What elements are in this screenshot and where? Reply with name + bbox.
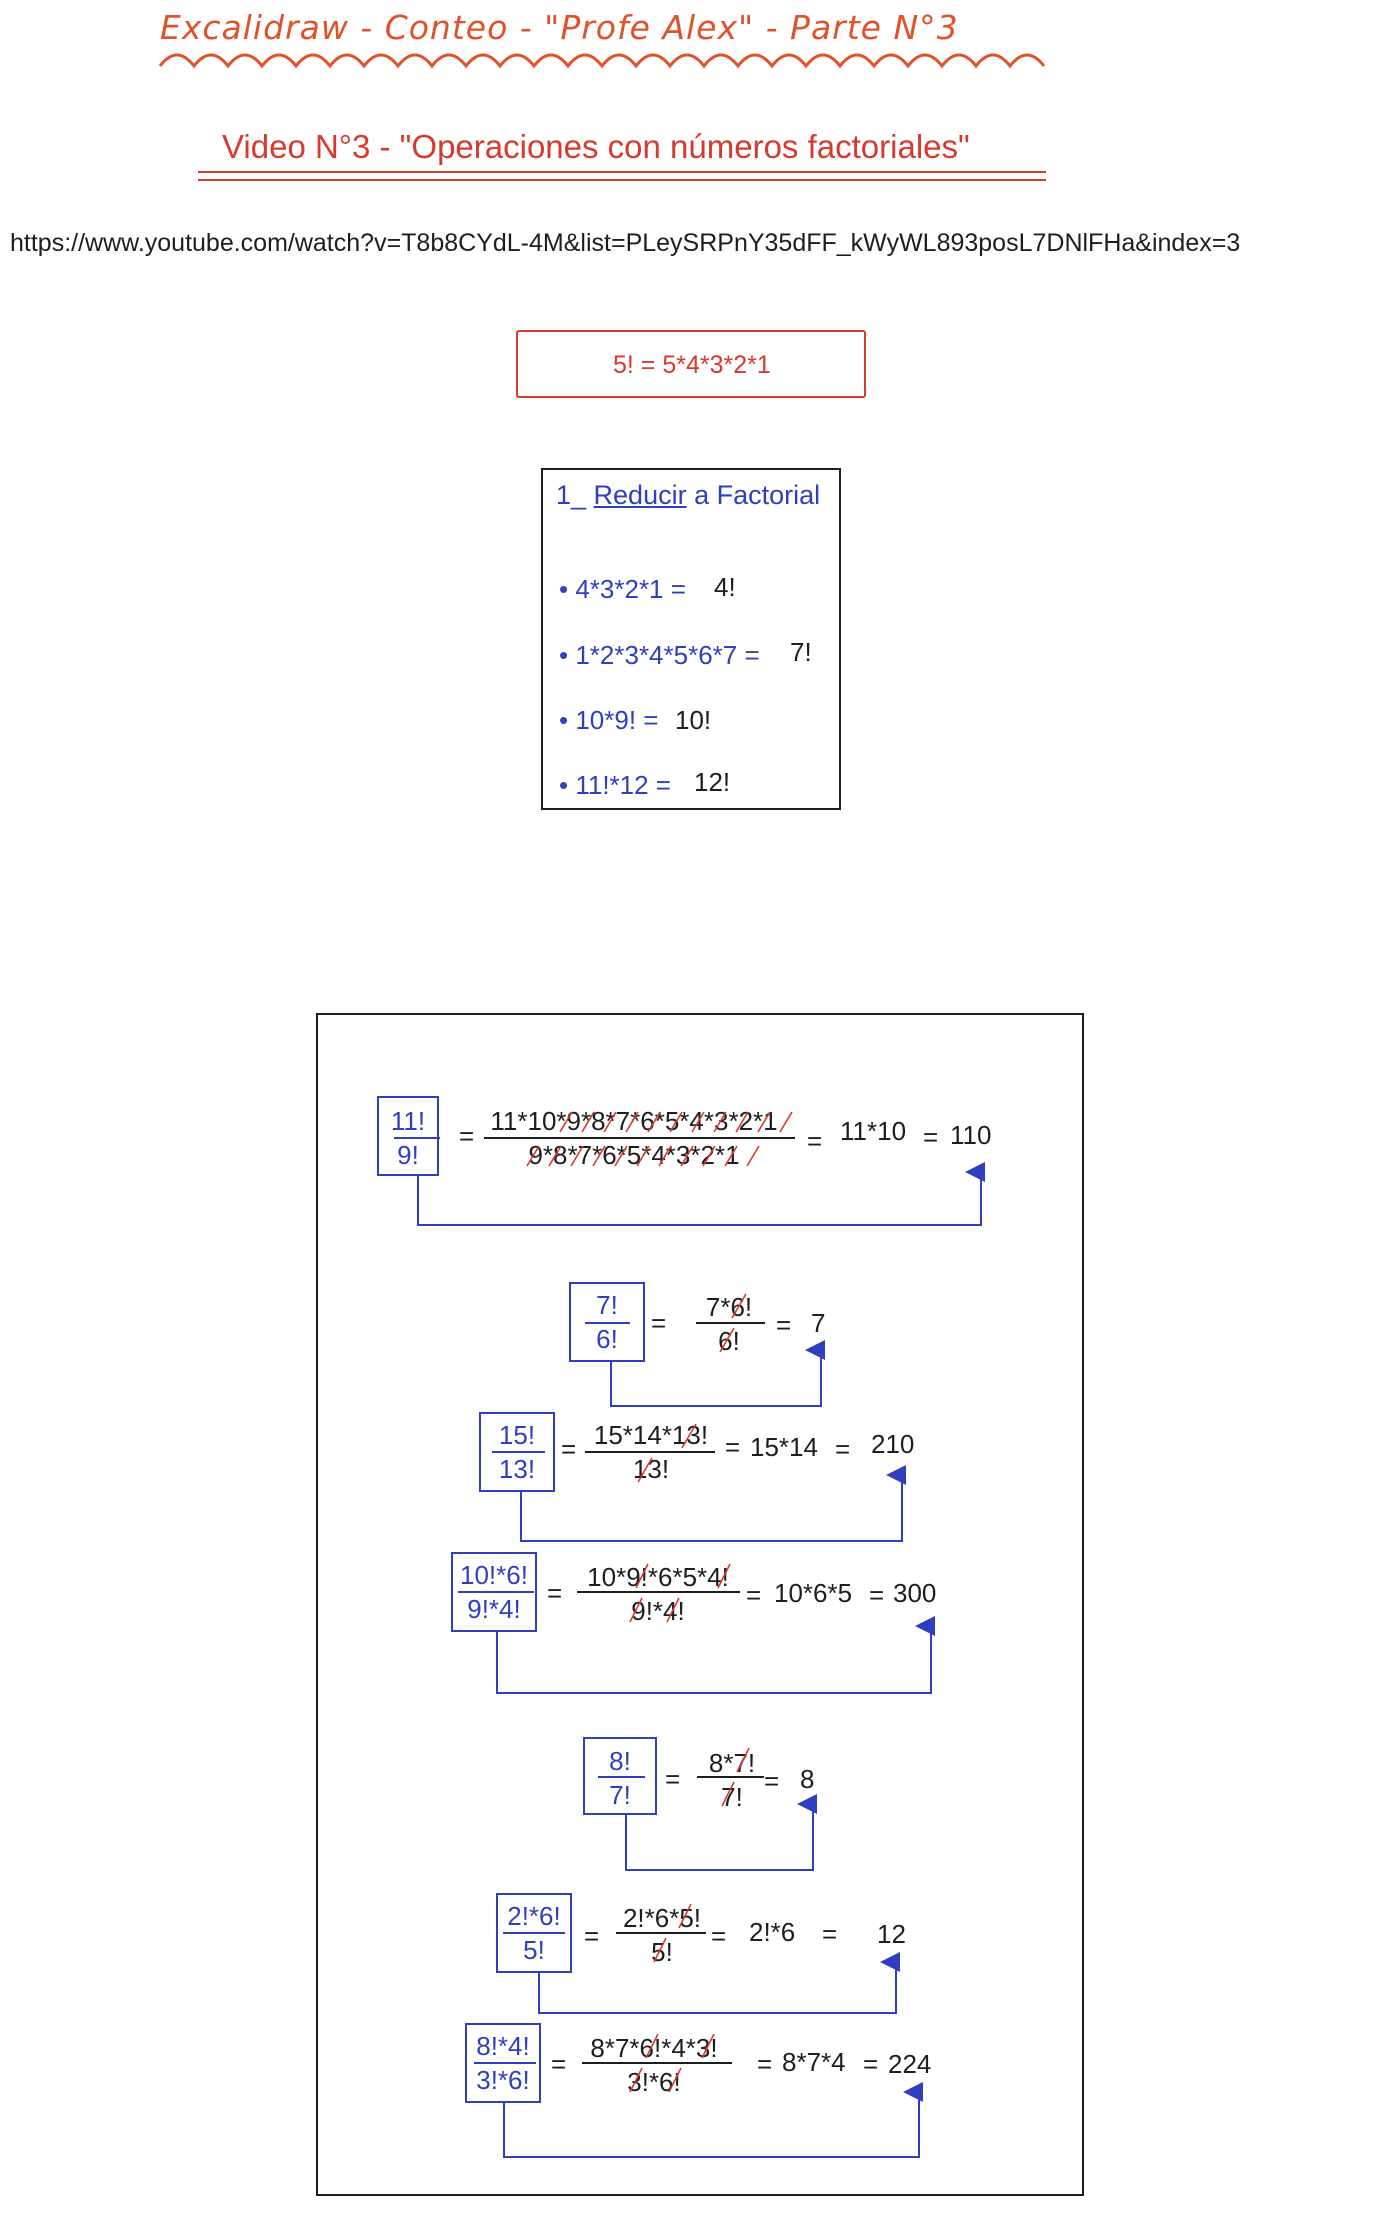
equals-sign: = bbox=[822, 1919, 838, 1949]
result-value: 300 bbox=[893, 1578, 937, 1608]
fraction-denominator: 7! bbox=[609, 1780, 631, 1810]
page-title: Excalidraw - Conteo - "Profe Alex" - Par… bbox=[160, 8, 959, 47]
equals-sign: = bbox=[551, 2049, 567, 2079]
result-value: 210 bbox=[871, 1429, 915, 1459]
fraction-box bbox=[583, 1737, 657, 1815]
reduce-item-result: 4! bbox=[714, 572, 736, 602]
equals-sign: = bbox=[863, 2049, 879, 2079]
equals-sign: = bbox=[923, 1122, 939, 1152]
reduce-item-expr: • 1*2*3*4*5*6*7 = bbox=[559, 640, 760, 670]
equals-sign: = bbox=[764, 1766, 780, 1796]
factorial-definition-box bbox=[516, 330, 866, 398]
simplified-step: 10*6*5 bbox=[774, 1578, 853, 1608]
fraction-box bbox=[496, 1893, 572, 1973]
fraction-numerator: 7! bbox=[596, 1290, 618, 1320]
simplified-step: 11*10 bbox=[840, 1116, 907, 1146]
reduce-item-expr: • 4*3*2*1 = bbox=[559, 574, 686, 604]
fraction-numerator: 10!*6! bbox=[460, 1560, 528, 1590]
video-url-link[interactable]: https://www.youtube.com/watch?v=T8b8CYdL… bbox=[10, 229, 1241, 257]
fraction-numerator: 8! bbox=[609, 1746, 631, 1776]
fraction-denominator: 3!*6! bbox=[476, 2065, 530, 2095]
expansion-denominator: 7! bbox=[721, 1782, 743, 1812]
equals-sign: = bbox=[584, 1921, 600, 1951]
fraction-numerator: 11! bbox=[390, 1106, 426, 1136]
expansion-numerator: 15*14*13! bbox=[593, 1420, 709, 1450]
fraction-numerator: 8!*4! bbox=[476, 2031, 530, 2061]
equals-sign: = bbox=[547, 1578, 563, 1608]
equals-sign: = bbox=[665, 1764, 681, 1794]
expansion-denominator: 5! bbox=[651, 1937, 673, 1967]
simplified-step: 8*7*4 bbox=[782, 2047, 846, 2077]
equals-sign: = bbox=[746, 1580, 762, 1610]
reduce-to-factorial-box bbox=[541, 468, 841, 810]
fraction-denominator: 13! bbox=[498, 1454, 536, 1484]
result-value: 7 bbox=[811, 1308, 826, 1338]
expansion-numerator: 8*7*6!*4*3! bbox=[590, 2033, 718, 2063]
equals-sign: = bbox=[561, 1434, 577, 1464]
reduce-item-expr: • 10*9! = bbox=[559, 705, 659, 735]
fraction-box bbox=[479, 1412, 555, 1492]
result-value: 8 bbox=[800, 1764, 815, 1794]
reduce-item-result: 12! bbox=[694, 767, 731, 797]
fraction-numerator: 2!*6! bbox=[507, 1901, 561, 1931]
fraction-denominator: 9! bbox=[397, 1140, 419, 1170]
video-subtitle: Video N°3 - "Operaciones con números fac… bbox=[222, 128, 970, 165]
reduce-heading: 1_ Reducir a Factorial bbox=[556, 480, 820, 511]
equals-sign: = bbox=[651, 1308, 667, 1338]
equals-sign: = bbox=[835, 1434, 851, 1464]
reduce-heading-prefix: 1_ bbox=[556, 480, 594, 510]
factorial-definition: 5! = 5*4*3*2*1 bbox=[613, 351, 771, 379]
reduce-item-expr: • 11!*12 = bbox=[559, 770, 671, 800]
simplified-step: 2!*6 bbox=[749, 1917, 796, 1947]
expansion-denominator: 13! bbox=[632, 1454, 670, 1484]
equals-sign: = bbox=[725, 1432, 741, 1462]
fraction-denominator: 5! bbox=[523, 1935, 545, 1965]
expansion-numerator: 11*10*9*8*7*6*5*4*3*2*1 bbox=[490, 1106, 778, 1136]
expansion-numerator: 10*9!*6*5*4! bbox=[587, 1562, 729, 1592]
equals-sign: = bbox=[459, 1121, 475, 1151]
fraction-box bbox=[377, 1096, 439, 1176]
reduce-item-result: 7! bbox=[790, 637, 812, 667]
fraction-numerator: 15! bbox=[498, 1420, 536, 1450]
fraction-box bbox=[569, 1282, 645, 1362]
fraction-box bbox=[451, 1552, 537, 1632]
expansion-numerator: 2!*6*5! bbox=[622, 1903, 702, 1933]
operations-panel bbox=[316, 1013, 1084, 2196]
reduce-heading-underlined: Reducir bbox=[593, 480, 687, 510]
expansion-numerator: 7*6! bbox=[705, 1292, 753, 1322]
equals-sign: = bbox=[757, 2049, 773, 2079]
expansion-denominator: 6! bbox=[718, 1326, 740, 1356]
fraction-denominator: 9!*4! bbox=[467, 1594, 521, 1624]
expansion-denominator: 9*8*7*6*5*4*3*2*1 bbox=[528, 1140, 740, 1170]
result-value: 110 bbox=[950, 1120, 992, 1150]
reduce-heading-suffix: a Factorial bbox=[686, 480, 821, 510]
equals-sign: = bbox=[776, 1310, 792, 1340]
expansion-numerator: 8*7! bbox=[708, 1748, 756, 1778]
expansion-denominator: 9!*4! bbox=[631, 1596, 685, 1626]
equals-sign: = bbox=[807, 1126, 823, 1156]
expansion-denominator: 3!*6! bbox=[627, 2067, 681, 2097]
result-value: 224 bbox=[888, 2049, 932, 2079]
result-value: 12 bbox=[877, 1919, 906, 1949]
simplified-step: 15*14 bbox=[750, 1432, 818, 1462]
equals-sign: = bbox=[869, 1580, 885, 1610]
fraction-denominator: 6! bbox=[596, 1324, 618, 1354]
equals-sign: = bbox=[711, 1921, 727, 1951]
reduce-item-result: 10! bbox=[675, 705, 712, 735]
